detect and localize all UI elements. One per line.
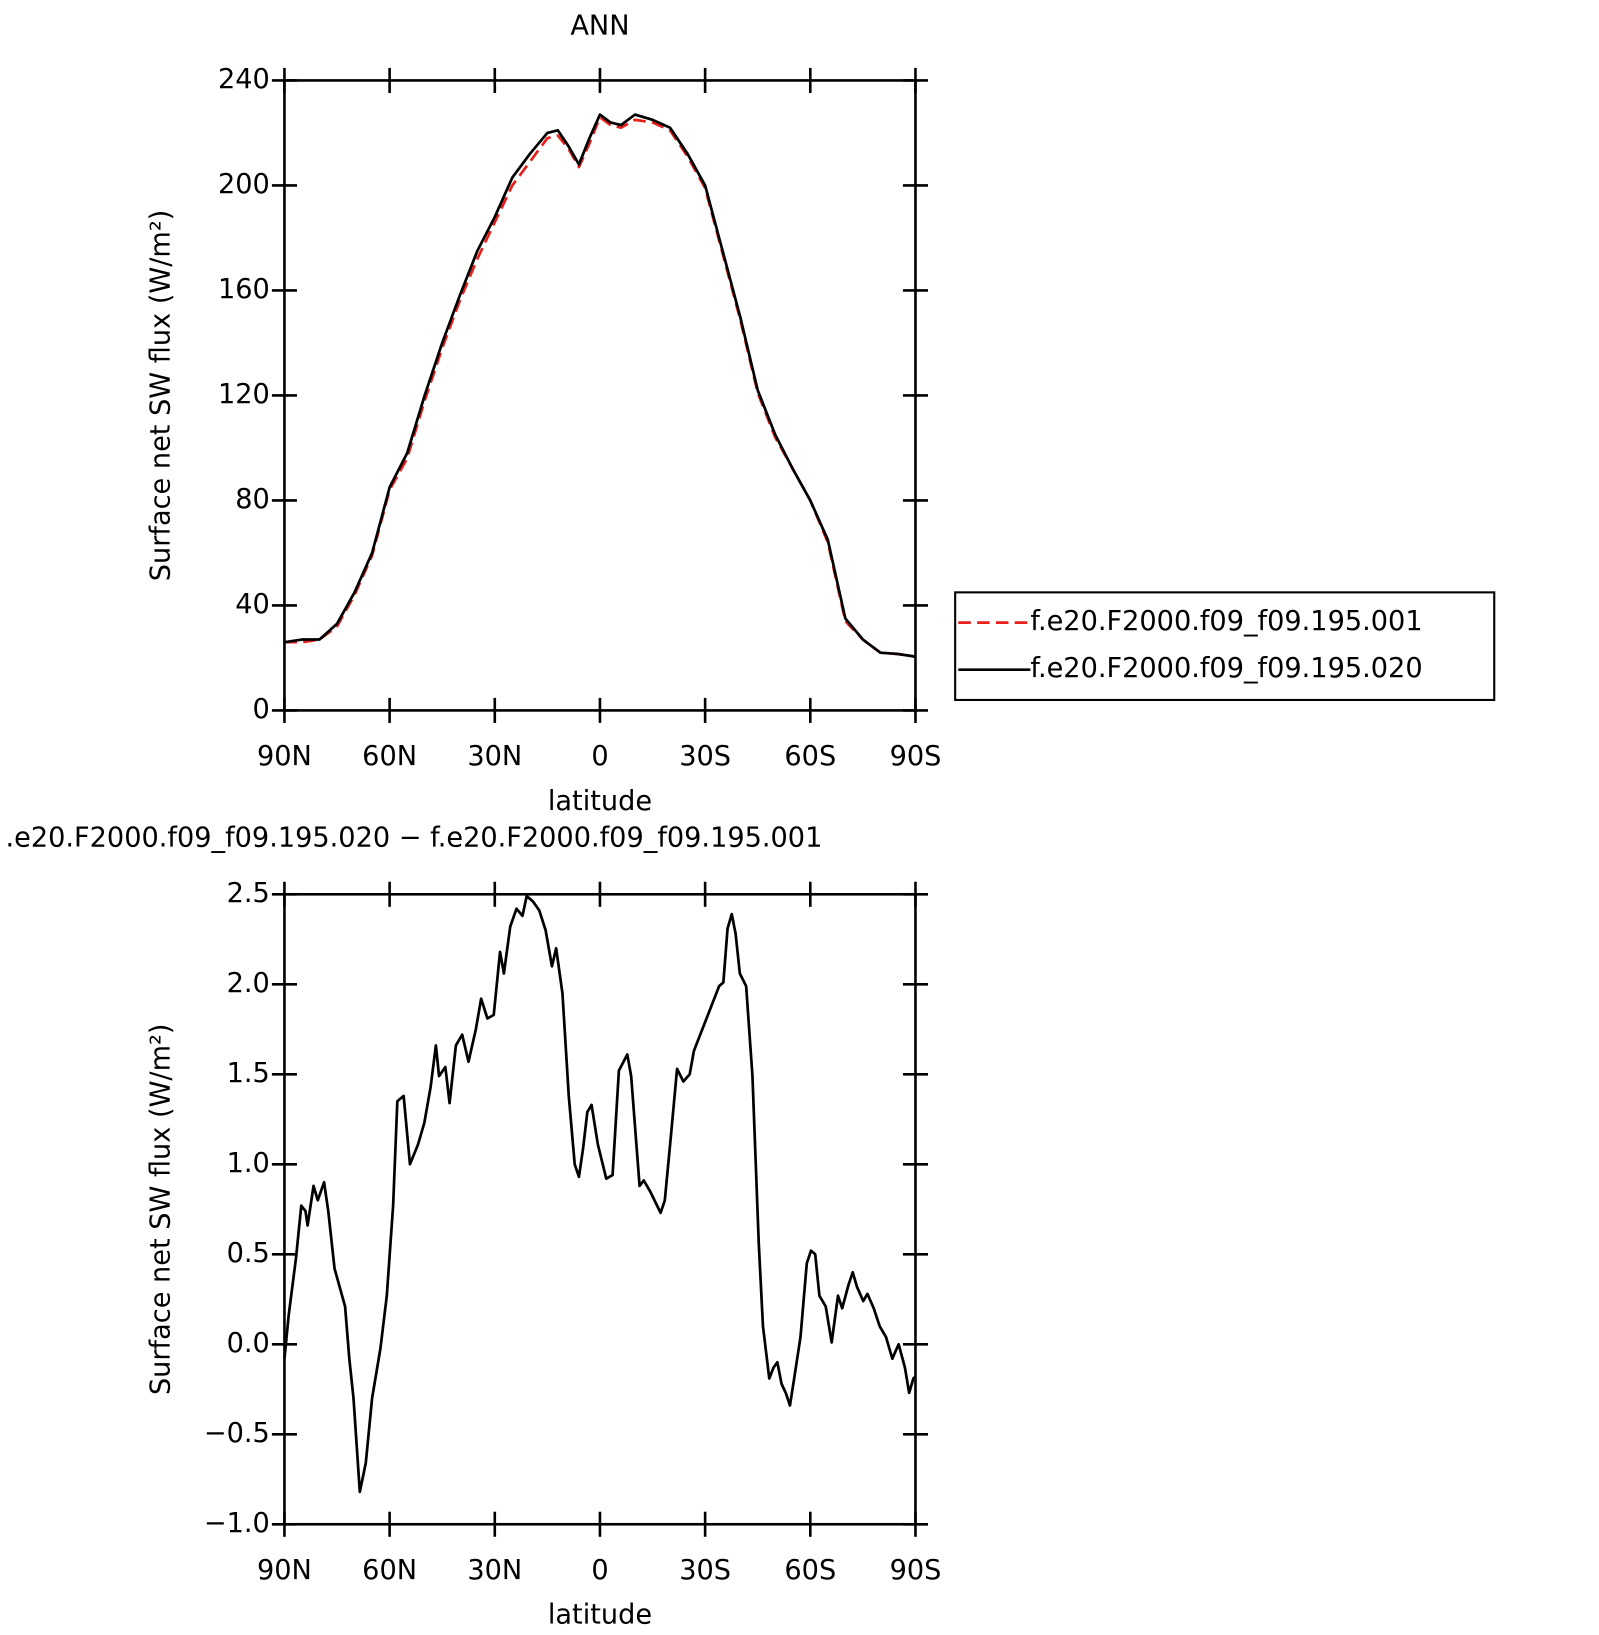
x-tick-label: 30N (467, 1555, 522, 1586)
x-tick-label: 0 (591, 741, 608, 772)
y-tick-label: 40 (235, 589, 270, 620)
legend-box (954, 591, 1496, 702)
chart-title: .e20.F2000.f09_f09.195.020 − f.e20.F2000… (6, 822, 823, 853)
chart-title: ANN (570, 11, 629, 42)
x-tick-label: 90N (257, 1555, 312, 1586)
x-tick-label: 30S (679, 741, 731, 772)
y-tick-label: 0.0 (227, 1328, 270, 1359)
x-tick-label: 60S (784, 741, 836, 772)
y-tick-label: −1.0 (204, 1508, 270, 1539)
x-axis-label: latitude (548, 786, 652, 817)
data-line (283, 894, 917, 1494)
data-line (284, 113, 916, 658)
x-tick-label: 30N (467, 741, 522, 772)
x-tick-label: 30S (679, 1555, 731, 1586)
legend-label: f.e20.F2000.f09_f09.195.020 (1030, 653, 1422, 684)
x-tick-label: 60N (362, 1555, 417, 1586)
y-tick-label: 1.0 (227, 1148, 270, 1179)
y-tick-label: 200 (218, 169, 270, 200)
y-axis-label: Surface net SW flux (W/m²) (146, 210, 177, 582)
x-tick-label: 60S (784, 1555, 836, 1586)
y-tick-label: −0.5 (204, 1418, 270, 1449)
y-tick-label: 0.5 (227, 1238, 270, 1269)
plot-frame (283, 892, 917, 1526)
y-tick-label: 120 (218, 379, 270, 410)
x-tick-label: 60N (362, 741, 417, 772)
plot-frame (283, 79, 917, 712)
y-tick-label: 1.5 (227, 1058, 270, 1089)
y-tick-label: 160 (218, 274, 270, 305)
y-tick-label: 80 (235, 484, 270, 515)
y-tick-label: 240 (218, 64, 270, 95)
y-axis-label: Surface net SW flux (W/m²) (146, 1023, 177, 1395)
x-axis-label: latitude (548, 1600, 652, 1631)
x-tick-label: 0 (591, 1555, 608, 1586)
y-tick-label: 0 (253, 694, 270, 725)
y-tick-label: 2.0 (227, 968, 270, 999)
x-tick-label: 90N (257, 741, 312, 772)
x-tick-label: 90S (890, 741, 942, 772)
y-tick-label: 2.5 (227, 878, 270, 909)
legend-label: f.e20.F2000.f09_f09.195.001 (1030, 606, 1422, 637)
data-line (284, 115, 916, 658)
x-tick-label: 90S (890, 1555, 942, 1586)
